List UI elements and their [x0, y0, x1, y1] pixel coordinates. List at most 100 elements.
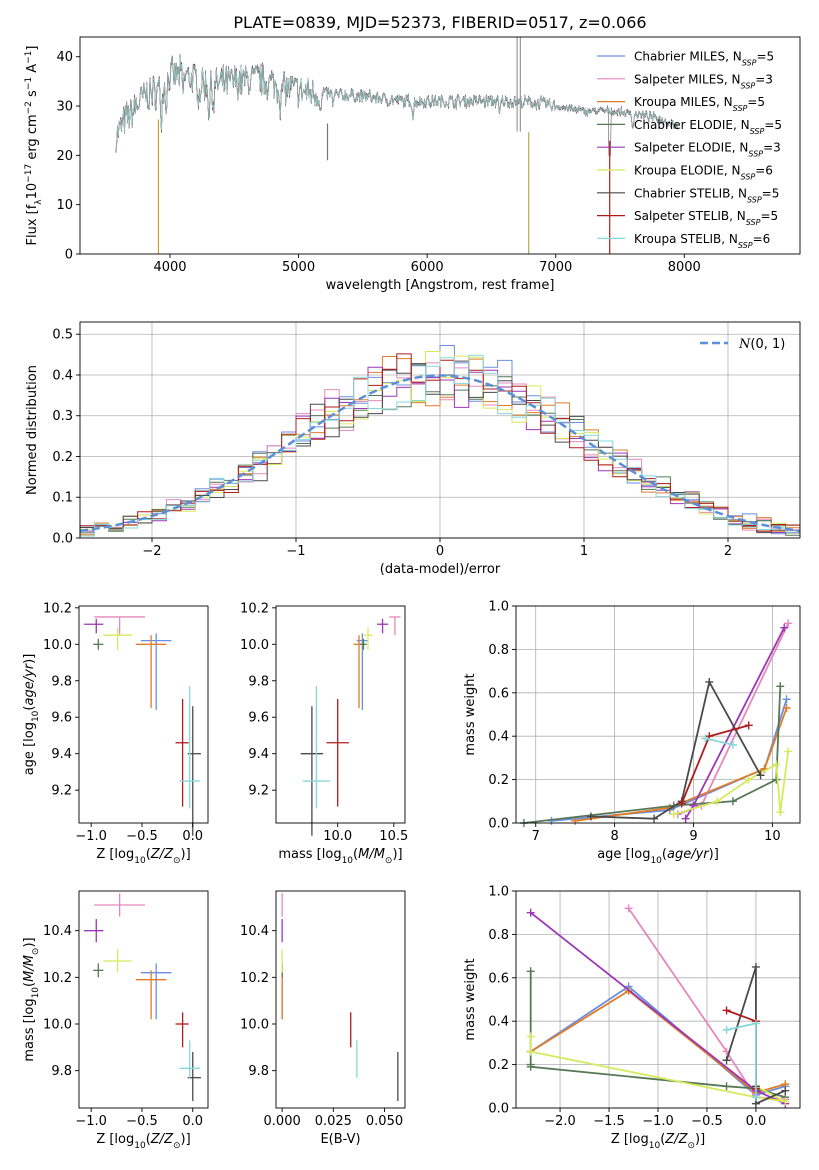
x-tick-label: 10.0 [323, 829, 352, 844]
x-tick-label: 8000 [668, 260, 701, 275]
errorbar-salpeter-stelib [175, 1012, 189, 1048]
legend-count: =5 [756, 50, 774, 64]
series-marker [751, 1019, 760, 1028]
y-tick-label: 30 [56, 100, 73, 115]
normal-curve [79, 374, 801, 533]
series-line [705, 737, 734, 746]
x-tick-label: 9 [689, 829, 697, 844]
x-tick-label: −2 [142, 544, 161, 559]
x-tick-label: 10 [764, 829, 781, 844]
label-part: ( [22, 982, 37, 987]
series-marker [784, 747, 793, 756]
mass-vs-metallicity-panel: −1.0 −0.5 0.09.810.010.210.4Z [log10(Z/Z⊙)… [22, 890, 209, 1151]
y-tick-label: 9.8 [248, 674, 269, 689]
y-tick-label: 9.6 [51, 711, 72, 726]
x-tick-label: 0.0 [182, 829, 203, 844]
x-tick-label: 6000 [411, 260, 444, 275]
x-tick-label: 7 [532, 829, 540, 844]
errorbar-salpeter-miles [94, 893, 146, 917]
errorbar-salpeter-elodie [376, 618, 389, 634]
label-part: Z/Z [150, 1132, 174, 1147]
label-part: )] [709, 847, 719, 862]
label-part: ⊙ [31, 948, 41, 956]
series-marker [776, 808, 785, 817]
x-tick-label: −1.0 [642, 1114, 674, 1129]
errorbar-chabrier-miles [140, 633, 172, 710]
errorbar-salpeter-miles [389, 616, 401, 636]
label-part: age/yr [22, 662, 37, 705]
legend-label-chabrier-elodie: Chabrier ELODIE, NSSP=5 [634, 118, 782, 136]
y-tick-label: 0.2 [488, 1058, 509, 1073]
label-part: )] [22, 937, 37, 947]
x-tick-label: −1 [286, 544, 305, 559]
plot-data [519, 619, 793, 827]
y-tick-label: 0.1 [52, 491, 73, 506]
plot-data [84, 893, 201, 1101]
x-axis-label: Z [log10(Z/Z⊙)] [96, 1132, 190, 1151]
legend-count: =3 [755, 72, 773, 86]
y-tick-label: 20 [56, 149, 73, 164]
axes-border [275, 605, 406, 824]
legend-text: Kroupa STELIB, N [634, 232, 738, 246]
y-tick-label: 0.0 [488, 1102, 509, 1117]
series-marker [526, 1062, 535, 1071]
spectrum-line-kroupa-elodie [115, 57, 678, 151]
label-part: 10 [31, 710, 41, 722]
axes-frame: −2 −1 0 1 2 0.0 0.1 0.2 0.3 0.4 0.5 N(0, 1) (data-mo… [25, 321, 801, 577]
legend-label-salpeter-stelib: Salpeter STELIB, NSSP=5 [634, 209, 778, 227]
y-tick-label: 10.2 [43, 601, 72, 616]
plot-data [115, 37, 678, 254]
legend-text: Kroupa ELODIE, N [634, 164, 741, 178]
series-marker [713, 797, 722, 806]
label-part: s [25, 90, 40, 101]
x-tick-label: 7000 [539, 260, 572, 275]
series-marker [772, 760, 781, 769]
spectrum-line-chabrier-miles [115, 60, 678, 153]
x-axis-label: Z [log10(Z/Z⊙)] [611, 1132, 705, 1151]
label-part: mass [log [278, 847, 341, 862]
axes-frame: 0.000 0.025 0.050 9.8 10.0 10.2 10.4 E(B-V) [240, 890, 406, 1147]
legend-count: =6 [755, 164, 773, 178]
legend-text: Chabrier MILES, N [634, 50, 742, 64]
series-marker [782, 695, 791, 704]
label-part: 10 [649, 1141, 661, 1151]
series-marker [772, 775, 781, 784]
legend-subscript: SSP [738, 240, 753, 249]
label-part: ( [353, 847, 358, 862]
label-part: Flux [f [25, 204, 40, 245]
label-part: 10 [342, 856, 354, 866]
legend-subscript: SSP [748, 149, 763, 158]
series-marker [722, 1006, 731, 1015]
errorbar-kroupa-stelib [179, 1040, 200, 1078]
errorbar-chabrier-elodie [93, 963, 104, 978]
spectrum-line-salpeter-miles [115, 59, 678, 152]
spectrum-line-salpeter-elodie [115, 59, 678, 152]
x-tick-label: 0.050 [366, 1114, 403, 1129]
legend-subscript: SSP [741, 81, 756, 90]
label-part: Z [log [96, 1132, 134, 1147]
legend-count: =5 [764, 118, 782, 132]
y-tick-label: 0 [65, 248, 73, 263]
axes-frame: 4000 5000 6000 7000 8000 0 10 20 30 40 wavelength … [24, 36, 801, 293]
axes-border [515, 605, 801, 824]
x-axis-label: E(B-V) [320, 1132, 360, 1147]
label-part: ⊙ [173, 856, 181, 866]
grid-lines [516, 890, 800, 1109]
legend: N(0, 1) [700, 337, 785, 352]
spectrum-panel: 4000 5000 6000 7000 8000 0 10 20 30 40 wavelength … [24, 36, 801, 293]
label-part: mass weight [463, 958, 478, 1040]
errorbar-chabrier-elodie [360, 638, 367, 650]
y-tick-label: 0.2 [52, 450, 73, 465]
series-line [726, 1009, 757, 1089]
x-tick-label: 0.025 [315, 1114, 352, 1129]
label-part: age [log [597, 847, 650, 862]
axes-border [275, 890, 406, 1109]
series-marker [526, 1047, 535, 1056]
y-tick-label: 0.5 [52, 328, 73, 343]
series-marker [744, 775, 753, 784]
label-part: )] [695, 1132, 705, 1147]
